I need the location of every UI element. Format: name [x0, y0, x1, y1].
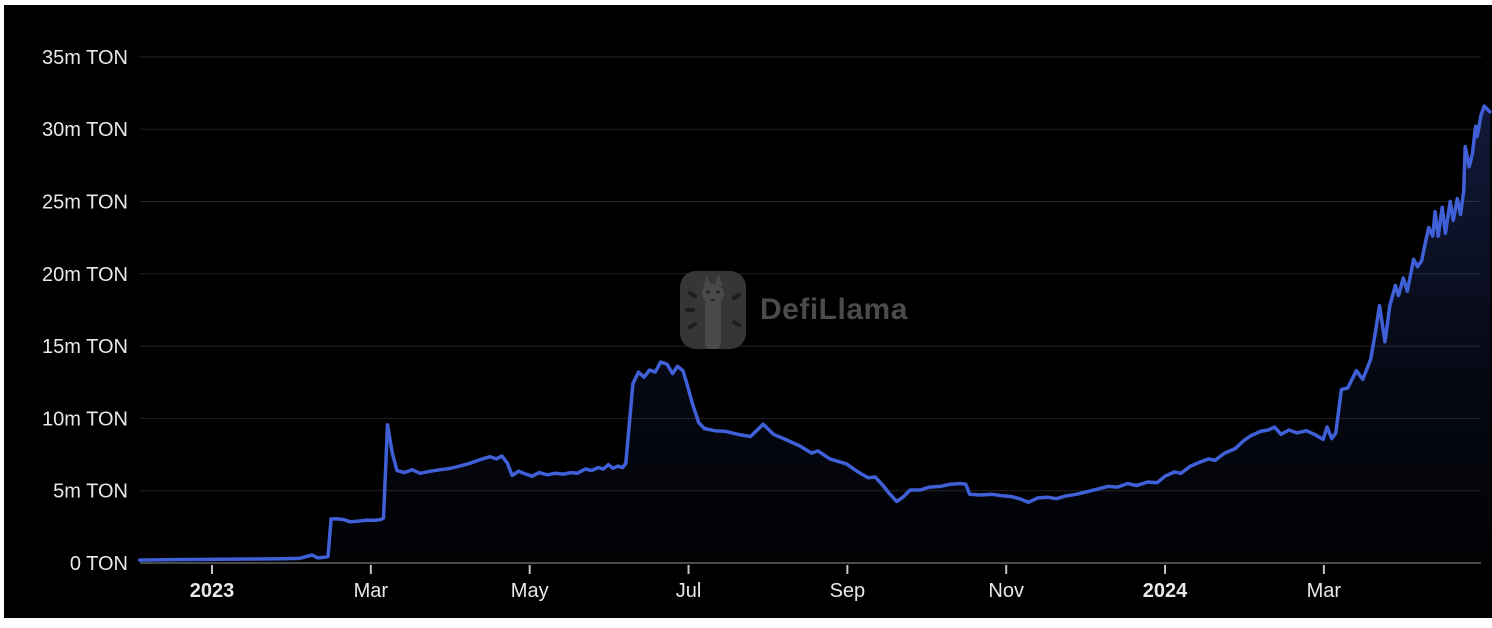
y-axis-tick-label: 20m TON	[42, 264, 128, 286]
label-layer: 0 TON 5m TON 10m TON 15m TON 20m TON 25m TON 3…	[42, 47, 1341, 602]
x-axis-tick-label: 2024	[1143, 580, 1188, 602]
line-series	[137, 104, 1492, 562]
x-axis-tick-label: May	[511, 580, 549, 602]
grid-layer	[140, 56, 1481, 492]
x-axis-tick-label: Mar	[1307, 580, 1342, 602]
y-axis-tick-label: 30m TON	[42, 119, 128, 141]
series-layer	[137, 104, 1492, 563]
y-axis-tick-label: 35m TON	[42, 47, 128, 69]
axis-layer	[140, 562, 1481, 574]
y-axis-tick-label: 10m TON	[42, 408, 128, 430]
y-axis-tick-label: 5m TON	[53, 481, 128, 503]
y-axis-tick-label: 15m TON	[42, 336, 128, 358]
x-axis-tick-label: Sep	[830, 580, 866, 602]
x-axis-tick-label: Nov	[988, 580, 1024, 602]
x-axis-tick-label: Jul	[676, 580, 702, 602]
x-axis-tick-label: Mar	[354, 580, 389, 602]
x-axis-tick-label: 2023	[190, 580, 235, 602]
area-fill	[139, 106, 1490, 563]
y-axis-tick-label: 25m TON	[42, 192, 128, 214]
y-axis-tick-label: 0 TON	[70, 553, 128, 575]
